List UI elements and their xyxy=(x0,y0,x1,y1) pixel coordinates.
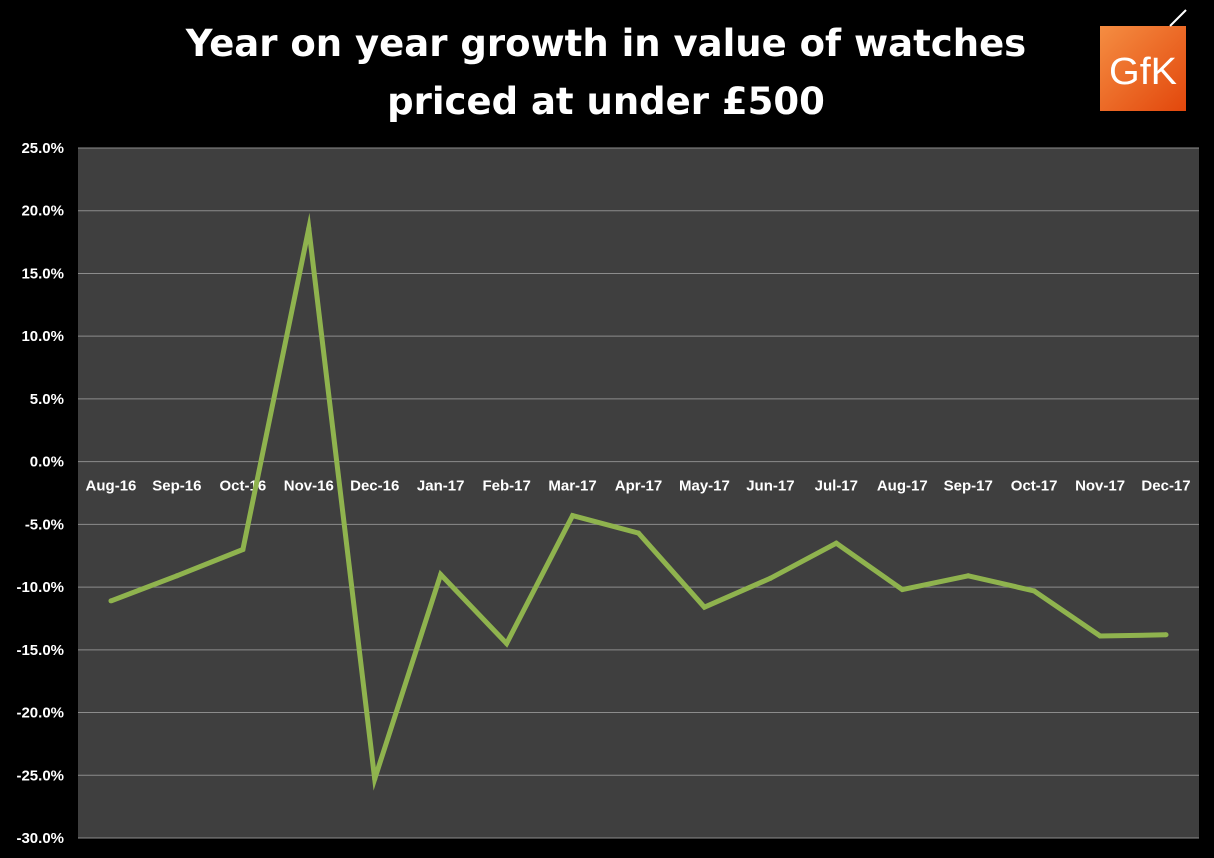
data-point xyxy=(438,572,444,578)
gfk-logo: GfK xyxy=(1100,9,1187,111)
x-tick-label: Feb-17 xyxy=(482,478,530,495)
x-tick-label: Aug-16 xyxy=(86,478,137,495)
data-point xyxy=(767,575,773,581)
data-point xyxy=(899,587,905,593)
data-point xyxy=(108,598,114,604)
data-point xyxy=(240,546,246,552)
x-tick-label: Dec-17 xyxy=(1141,478,1190,495)
title-line-2: priced at under £500 xyxy=(387,80,825,123)
series xyxy=(108,212,1169,791)
y-tick-label: 0.0% xyxy=(30,454,64,471)
x-tick-label: Mar-17 xyxy=(548,478,596,495)
plot-area xyxy=(78,148,1199,838)
y-tick-label: -15.0% xyxy=(16,642,64,659)
logo-text: GfK xyxy=(1109,51,1177,93)
y-tick-label: -5.0% xyxy=(25,516,64,533)
y-tick-label: 10.0% xyxy=(21,328,64,345)
data-point xyxy=(1031,588,1037,594)
y-tick-label: -10.0% xyxy=(16,579,64,596)
x-tick-label: Nov-16 xyxy=(284,478,334,495)
y-axis: 25.0% 20.0% 15.0% 10.0% 5.0% 0.0% -5.0% -10.0% -… xyxy=(16,140,64,847)
x-tick-label: Nov-17 xyxy=(1075,478,1125,495)
data-point xyxy=(570,513,576,519)
x-tick-label: Sep-16 xyxy=(152,478,201,495)
data-point xyxy=(372,776,378,782)
x-tick-label: Sep-17 xyxy=(944,478,993,495)
chart-title: Year on year growth in value of watches … xyxy=(185,22,1026,123)
x-tick-label: Apr-17 xyxy=(615,478,663,495)
x-tick-label: May-17 xyxy=(679,478,730,495)
data-point xyxy=(636,530,641,536)
x-tick-label: Aug-17 xyxy=(877,478,928,495)
y-tick-label: 25.0% xyxy=(21,140,64,157)
x-tick-label: Oct-17 xyxy=(1011,478,1058,495)
y-tick-label: 15.0% xyxy=(21,265,64,282)
x-tick-label: Jul-17 xyxy=(815,478,858,495)
x-axis: Aug-16 Sep-16 Oct-16 Nov-16 Dec-16 Jan-17 Feb-… xyxy=(86,478,1191,495)
data-point xyxy=(965,573,971,579)
x-tick-label: Dec-16 xyxy=(350,478,399,495)
title-line-1: Year on year growth in value of watches xyxy=(185,22,1026,65)
logo-accent-line xyxy=(1169,9,1187,27)
data-point xyxy=(701,604,707,610)
y-tick-label: -20.0% xyxy=(16,705,64,722)
data-point xyxy=(833,540,839,546)
data-point xyxy=(504,641,510,647)
x-tick-label: Jun-17 xyxy=(746,478,794,495)
data-point xyxy=(306,225,312,231)
y-tick-label: -30.0% xyxy=(16,830,64,847)
y-tick-label: 20.0% xyxy=(21,203,64,220)
data-point xyxy=(1097,633,1103,639)
x-tick-label: Jan-17 xyxy=(417,478,465,495)
data-point xyxy=(1163,632,1169,638)
gridlines xyxy=(78,147,1199,839)
logo-tile xyxy=(1100,26,1186,111)
y-tick-label: -25.0% xyxy=(16,767,64,784)
y-tick-label: 5.0% xyxy=(30,391,64,408)
data-point xyxy=(174,573,180,579)
